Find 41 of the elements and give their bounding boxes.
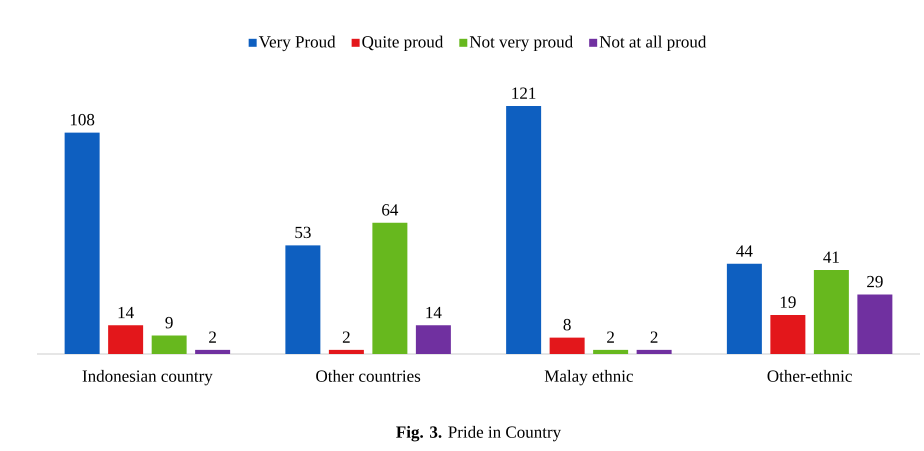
data-label: 29 <box>867 276 883 288</box>
bar <box>814 270 849 354</box>
data-label: 53 <box>295 226 311 238</box>
bar <box>416 325 451 354</box>
bar <box>726 264 762 354</box>
bar <box>328 350 364 354</box>
text: Fig. 3. Pride in Country <box>396 426 562 442</box>
bar <box>108 325 144 354</box>
data-label: 121 <box>512 87 536 99</box>
bar <box>152 336 187 354</box>
x-tick-label: Other countries <box>316 370 420 382</box>
bar <box>857 294 892 354</box>
bar <box>593 350 628 354</box>
data-label: 19 <box>780 296 796 308</box>
data-label: 41 <box>823 252 839 263</box>
data-label: 64 <box>382 204 398 216</box>
data-label: 9 <box>165 316 173 328</box>
data-label: 8 <box>564 318 571 330</box>
data-label: 14 <box>426 306 442 318</box>
legend-label: Not very proud <box>470 36 573 52</box>
bar <box>770 315 806 354</box>
x-tick-label: Other-ethnic <box>768 370 852 382</box>
x-tick-label: Malay ethnic <box>544 370 633 386</box>
bar <box>195 350 230 354</box>
bar <box>550 338 585 354</box>
bar <box>285 245 320 354</box>
data-label: 2 <box>650 331 658 343</box>
x-tick-label: Indonesian country <box>82 370 213 386</box>
data-label: 2 <box>607 331 614 343</box>
data-label: 108 <box>70 114 94 126</box>
data-label: 14 <box>118 306 134 318</box>
bar <box>506 106 542 354</box>
bar <box>64 132 100 354</box>
data-label: 2 <box>209 331 216 343</box>
legend-label: Not at all proud <box>600 36 706 52</box>
data-label: 2 <box>342 331 350 343</box>
bar <box>372 222 408 354</box>
data-label: 44 <box>736 245 753 257</box>
legend-label: Quite proud <box>362 36 444 52</box>
bar <box>636 350 672 354</box>
legend-label: Very Proud <box>258 36 336 52</box>
